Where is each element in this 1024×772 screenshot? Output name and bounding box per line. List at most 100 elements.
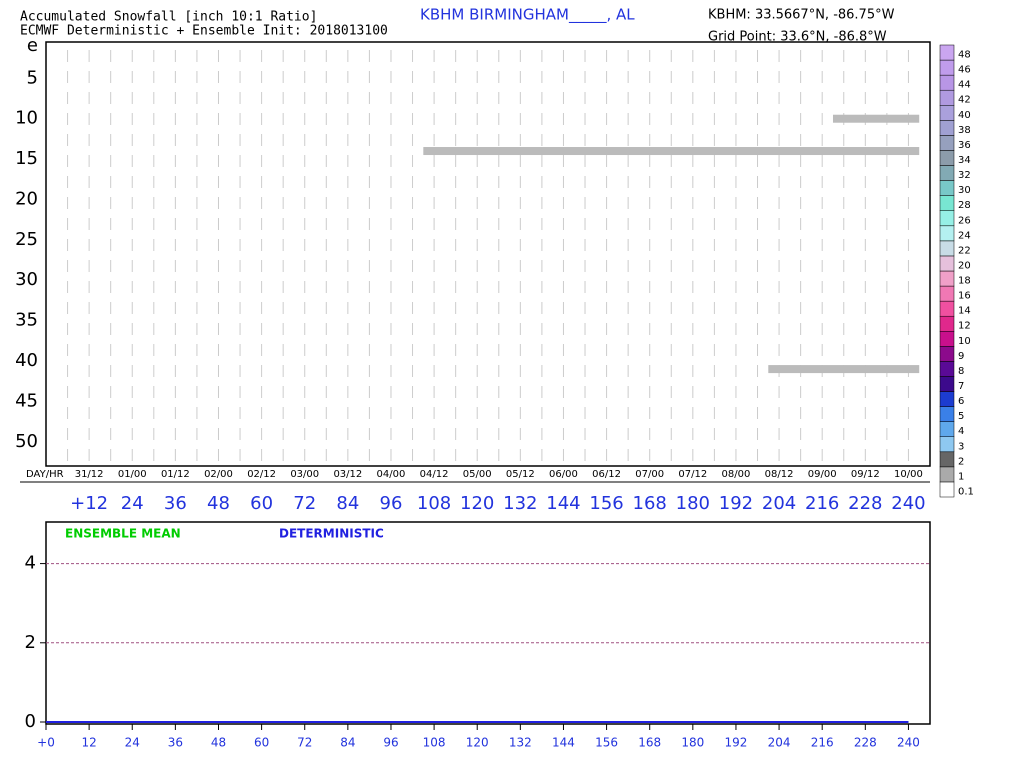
y-tick-label: 15 <box>15 148 38 169</box>
x-tick-label: 36 <box>164 493 187 514</box>
colorbar-box <box>939 315 955 332</box>
x-tick-label: 48 <box>207 493 230 514</box>
legend-label: ENSEMBLE MEAN <box>65 527 181 541</box>
colorbar-label: 22 <box>958 245 971 256</box>
x-tick-label: 48 <box>211 736 226 750</box>
colorbar-box <box>939 210 955 227</box>
y-tick-label: 40 <box>15 350 38 371</box>
colorbar-label: 30 <box>958 185 971 196</box>
day-label: 01/12 <box>161 469 190 480</box>
x-tick-label: 60 <box>254 736 269 750</box>
colorbar-label: 12 <box>958 321 971 332</box>
day-label: 09/12 <box>851 469 880 480</box>
x-tick-label: 60 <box>250 493 273 514</box>
member-bar <box>423 147 920 156</box>
day-label: 03/00 <box>290 469 319 480</box>
x-tick-label: 204 <box>762 493 796 514</box>
x-tick-label: 204 <box>768 736 791 750</box>
colorbar-label: 1 <box>958 471 964 482</box>
colorbar-label: 28 <box>958 200 971 211</box>
colorbar-box <box>939 225 955 242</box>
y-tick-label: 20 <box>15 188 38 209</box>
day-label: 04/12 <box>420 469 449 480</box>
day-label: 02/00 <box>204 469 233 480</box>
x-tick-label: 228 <box>848 493 882 514</box>
colorbar-label: 36 <box>958 140 971 151</box>
x-tick-label: 180 <box>676 493 710 514</box>
colorbar-box <box>939 361 955 377</box>
x-tick-label: 156 <box>589 493 623 514</box>
y-tick-label: 4 <box>25 553 36 574</box>
colorbar-box <box>939 481 955 498</box>
x-tick-label: 132 <box>503 493 537 514</box>
day-label: 06/00 <box>549 469 578 480</box>
colorbar-label: 16 <box>958 291 971 302</box>
colorbar-label: 40 <box>958 110 971 121</box>
subtitle: ECMWF Deterministic + Ensemble Init: 201… <box>20 24 388 39</box>
day-label: 04/00 <box>377 469 406 480</box>
colorbar-box <box>939 285 955 302</box>
colorbar-label: 8 <box>958 366 964 377</box>
day-hr-label: DAY/HR <box>26 469 64 480</box>
x-tick-label: 12 <box>81 736 96 750</box>
x-tick-label: 216 <box>805 493 839 514</box>
colorbar-label: 14 <box>958 306 971 317</box>
colorbar-label: 32 <box>958 170 971 181</box>
x-tick-label: 240 <box>891 493 925 514</box>
x-tick-label: +12 <box>70 493 108 514</box>
colorbar-box <box>939 406 955 422</box>
x-tick-label: 96 <box>380 493 403 514</box>
x-tick-label: 216 <box>811 736 834 750</box>
day-label: 05/00 <box>463 469 492 480</box>
colorbar-label: 9 <box>958 351 964 362</box>
x-tick-label: 24 <box>125 736 140 750</box>
day-label: 08/12 <box>765 469 794 480</box>
x-tick-label: 96 <box>383 736 398 750</box>
y-tick-label: 0 <box>25 711 36 732</box>
colorbar-label: 20 <box>958 260 971 271</box>
member-bar <box>832 114 920 123</box>
x-tick-label: 228 <box>854 736 877 750</box>
colorbar-box <box>939 240 955 257</box>
colorbar-label: 3 <box>958 441 964 452</box>
colorbar-label: 34 <box>958 155 971 166</box>
colorbar-label: 2 <box>958 456 964 467</box>
colorbar-box <box>939 466 955 483</box>
x-tick-label: 132 <box>509 736 532 750</box>
x-tick-label: 180 <box>681 736 704 750</box>
bottom-panel-frame <box>45 521 931 725</box>
colorbar-box <box>939 120 955 136</box>
colorbar-label: 18 <box>958 276 971 287</box>
y-tick-label: 2 <box>25 632 36 653</box>
y-tick-label: 50 <box>15 431 38 452</box>
colorbar-box <box>939 270 955 287</box>
colorbar-box <box>939 331 955 347</box>
colorbar-box <box>939 255 955 272</box>
top-panel-frame <box>45 41 931 467</box>
x-tick-label: 72 <box>293 493 316 514</box>
day-label: 06/12 <box>592 469 621 480</box>
colorbar-box <box>939 451 955 468</box>
colorbar-label: 0.1 <box>958 486 974 497</box>
x-tick-label: 108 <box>417 493 451 514</box>
y-tick-label: 5 <box>27 67 38 88</box>
colorbar-box <box>939 300 955 317</box>
colorbar-box <box>939 195 955 211</box>
colorbar-box <box>939 436 955 453</box>
member-bar <box>768 365 920 374</box>
station: KBHM BIRMINGHAM_____, AL <box>420 6 635 25</box>
title: Accumulated Snowfall [inch 10:1 Ratio] <box>20 10 317 25</box>
colorbar-box <box>939 346 955 362</box>
colorbar-box <box>939 59 955 76</box>
colorbar-box <box>939 150 955 166</box>
day-label: 02/12 <box>247 469 276 480</box>
colorbar-label: 46 <box>958 65 971 76</box>
x-tick-label: 192 <box>724 736 747 750</box>
legend-label: DETERMINISTIC <box>279 527 384 541</box>
x-tick-label: 168 <box>633 493 667 514</box>
colorbar-box <box>939 180 955 196</box>
day-label: 09/00 <box>808 469 837 480</box>
x-tick-label: 120 <box>460 493 494 514</box>
